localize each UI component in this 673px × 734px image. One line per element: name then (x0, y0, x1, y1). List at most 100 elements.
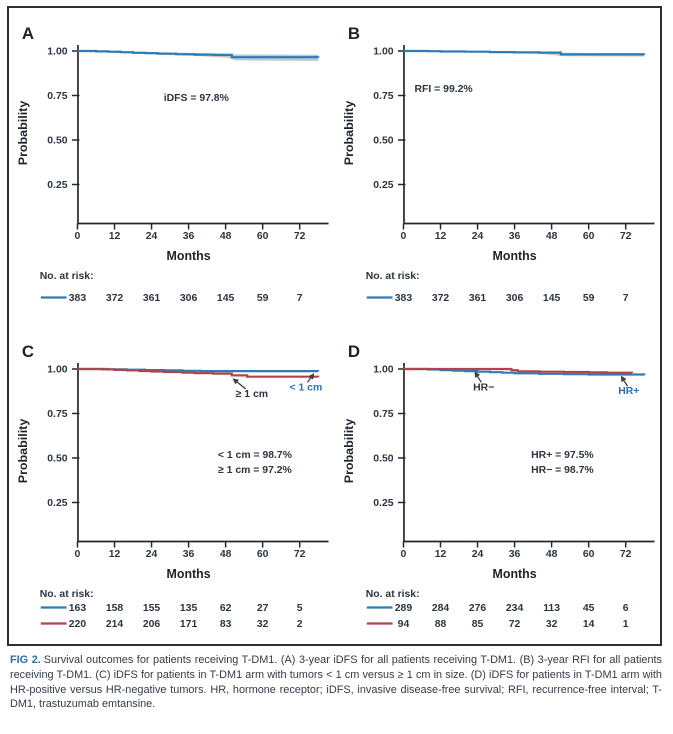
y-axis-title: Probability (16, 419, 30, 484)
risk-count: 361 (143, 293, 161, 304)
km-curve-blue (77, 49, 320, 59)
x-tick-label: 24 (146, 231, 158, 242)
x-tick-label: 60 (257, 549, 269, 560)
figure-caption: FIG 2. Survival outcomes for patients rec… (10, 653, 662, 712)
x-tick-label: 0 (400, 231, 406, 242)
risk-count: 383 (69, 293, 87, 304)
curve-label: HR+ (618, 386, 639, 397)
leader-arrow (232, 378, 247, 390)
x-tick-label: 72 (619, 549, 631, 560)
x-tick-label: 60 (582, 549, 594, 560)
estimate-annotation: iDFS = 97.8% (164, 93, 230, 104)
panel-b-km-plot: B Probability 1.00 0.75 0.50 0.25 0 12 24 36 48 60 7… (341, 24, 655, 304)
x-tick-label: 12 (109, 231, 121, 242)
x-tick-label: 24 (471, 231, 483, 242)
risk-count: 32 (257, 619, 269, 630)
y-axis-title: Probability (341, 101, 355, 166)
x-tick-label: 12 (109, 549, 121, 560)
risk-count: 158 (106, 603, 124, 614)
y-tick-label: 1.00 (47, 47, 67, 58)
risk-count: 276 (468, 603, 486, 614)
risk-count: 284 (431, 603, 449, 614)
km-curve-red (402, 367, 633, 374)
risk-count: 85 (471, 619, 483, 630)
risk-count: 72 (508, 619, 520, 630)
curve-label: < 1 cm (290, 382, 323, 393)
risk-count: 135 (180, 603, 198, 614)
y-tick-label: 1.00 (373, 365, 393, 376)
estimate-annotation: HR+ = 97.5% (531, 450, 594, 461)
km-curve-red (77, 367, 320, 378)
y-axis-title: Probability (341, 419, 355, 484)
panel-letter: D (347, 342, 359, 361)
risk-count: 32 (545, 619, 557, 630)
x-tick-label: 48 (220, 549, 232, 560)
x-tick-label: 36 (508, 549, 520, 560)
risk-count: 155 (143, 603, 161, 614)
y-tick-label: 0.25 (373, 180, 393, 191)
y-tick-label: 0.25 (47, 498, 67, 509)
x-tick-label: 72 (619, 231, 631, 242)
y-tick-label: 1.00 (47, 365, 67, 376)
km-curve-blue (402, 49, 645, 56)
risk-count: 289 (394, 603, 412, 614)
x-tick-label: 72 (294, 549, 306, 560)
figure-panels: A Probability 1.00 0.75 0.50 0.25 0 12 24 36 48 60 7… (7, 6, 662, 646)
y-tick-label: 0.25 (373, 498, 393, 509)
curve-label: HR− (473, 382, 494, 393)
risk-count: 59 (257, 293, 269, 304)
x-tick-label: 0 (75, 231, 81, 242)
curve-label: ≥ 1 cm (236, 389, 268, 400)
risk-count: 94 (397, 619, 409, 630)
y-tick-label: 0.75 (47, 409, 67, 420)
axes (77, 45, 329, 225)
x-tick-label: 24 (146, 549, 158, 560)
risk-count: 383 (394, 293, 412, 304)
x-tick-label: 0 (75, 549, 81, 560)
y-tick-label: 0.25 (47, 180, 67, 191)
risk-count: 306 (180, 293, 198, 304)
y-tick-label: 0.50 (47, 454, 67, 465)
y-tick-label: 0.75 (373, 91, 393, 102)
axes (402, 363, 655, 543)
panel-letter: A (22, 24, 34, 43)
x-tick-label: 12 (434, 231, 446, 242)
risk-count: 206 (143, 619, 161, 630)
risk-table-label: No. at risk: (365, 271, 419, 282)
risk-count: 306 (505, 293, 523, 304)
risk-count: 220 (69, 619, 87, 630)
risk-count: 7 (622, 293, 628, 304)
y-tick-label: 0.50 (373, 136, 393, 147)
leader-arrow (306, 373, 315, 383)
risk-count: 234 (505, 603, 523, 614)
risk-count: 214 (106, 619, 124, 630)
risk-table-label: No. at risk: (40, 589, 94, 600)
risk-table-label: No. at risk: (40, 271, 94, 282)
panel-a-km-plot: A Probability 1.00 0.75 0.50 0.25 0 12 24 36 48 60 7… (16, 24, 329, 304)
risk-count: 27 (257, 603, 269, 614)
risk-count: 372 (431, 293, 449, 304)
y-tick-label: 0.75 (47, 91, 67, 102)
x-tick-label: 24 (471, 549, 483, 560)
panel-c-km-plot: C Probability 1.00 0.75 0.50 0.25 0 12 24 36 48 60 7… (16, 342, 329, 630)
risk-count: 5 (297, 603, 303, 614)
risk-count: 6 (622, 603, 628, 614)
risk-count: 1 (622, 619, 628, 630)
panel-letter: C (22, 342, 34, 361)
x-axis-title: Months (167, 567, 211, 581)
estimate-annotation: ≥ 1 cm = 97.2% (218, 465, 292, 476)
risk-count: 7 (297, 293, 303, 304)
risk-count: 372 (106, 293, 124, 304)
x-tick-label: 36 (508, 231, 520, 242)
risk-count: 45 (582, 603, 594, 614)
x-axis-title: Months (167, 249, 211, 263)
risk-count: 145 (217, 293, 235, 304)
y-axis-title: Probability (16, 101, 30, 166)
x-tick-label: 48 (220, 231, 232, 242)
y-tick-label: 0.50 (373, 454, 393, 465)
x-tick-label: 48 (545, 231, 557, 242)
x-tick-label: 60 (582, 231, 594, 242)
risk-count: 88 (434, 619, 446, 630)
risk-count: 2 (297, 619, 303, 630)
x-tick-label: 36 (183, 231, 195, 242)
